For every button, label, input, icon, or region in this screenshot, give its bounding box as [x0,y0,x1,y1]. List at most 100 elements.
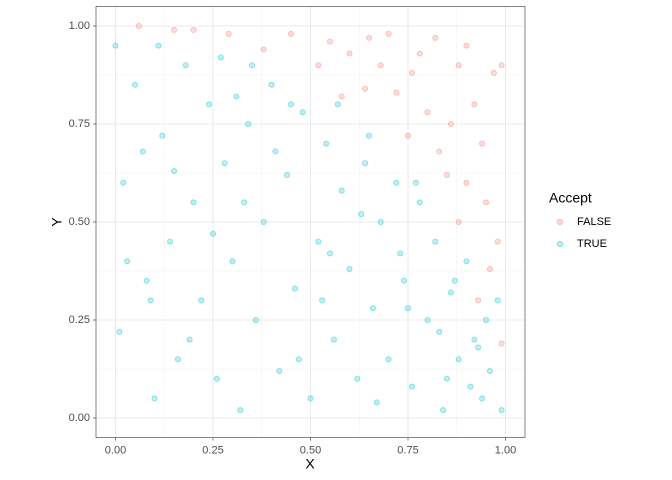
x-tick-label: 0.00 [105,445,126,457]
point [124,258,131,265]
point [463,258,470,265]
point [385,356,392,363]
point [338,93,345,100]
point [198,297,205,304]
x-tick-label: 0.75 [397,445,418,457]
legend-title: Accept [549,190,592,206]
point [440,407,447,414]
point [475,297,482,304]
point [486,367,493,374]
point [490,70,497,77]
legend-label: TRUE [577,238,607,250]
point [377,218,384,225]
point [416,199,423,206]
point [209,230,216,237]
point [315,238,322,245]
point [272,148,279,155]
y-tick-label: 1.00 [69,20,90,32]
point [447,121,454,128]
point [416,50,423,57]
point [482,199,489,206]
point [455,62,462,69]
point [482,316,489,323]
point [260,218,267,225]
point [498,62,505,69]
point [365,34,372,41]
point [471,101,478,108]
legend-key [556,218,564,226]
point [291,285,298,292]
point [233,93,240,100]
point [432,238,439,245]
point [432,34,439,41]
legend-label: FALSE [577,216,611,228]
point [139,148,146,155]
point [287,30,294,37]
point [404,305,411,312]
point [221,160,228,167]
point [358,211,365,218]
point [463,42,470,49]
point [326,38,333,45]
point [315,62,322,69]
point [447,289,454,296]
point [155,42,162,49]
point [307,395,314,402]
point [143,277,150,284]
point [424,316,431,323]
point [443,375,450,382]
point [299,109,306,116]
point [475,344,482,351]
point [319,297,326,304]
point [479,395,486,402]
point [276,367,283,374]
point [455,356,462,363]
point [451,277,458,284]
point [498,407,505,414]
point [170,168,177,175]
point [369,305,376,312]
point [260,46,267,53]
point [393,89,400,96]
point [237,407,244,414]
point [424,109,431,116]
point [443,171,450,178]
point [147,297,154,304]
point [401,277,408,284]
point [167,238,174,245]
point [346,266,353,273]
point [479,140,486,147]
y-tick-label: 0.00 [69,412,90,424]
point [225,30,232,37]
point [190,199,197,206]
point [326,250,333,257]
point [323,140,330,147]
point [268,81,275,88]
point [116,328,123,335]
point [170,26,177,33]
point [365,132,372,139]
point [213,375,220,382]
point [182,62,189,69]
point [467,383,474,390]
point [190,26,197,33]
point [436,148,443,155]
point [248,62,255,69]
point [295,356,302,363]
point [404,132,411,139]
point [397,250,404,257]
y-tick-label: 0.75 [69,118,90,130]
x-axis-title: X [305,456,315,472]
point [135,22,142,29]
point [498,340,505,347]
point [151,395,158,402]
point [206,101,213,108]
point [252,316,259,323]
x-tick-label: 0.25 [202,445,223,457]
point [377,62,384,69]
point [486,266,493,273]
point [385,30,392,37]
point [362,85,369,92]
point [362,160,369,167]
